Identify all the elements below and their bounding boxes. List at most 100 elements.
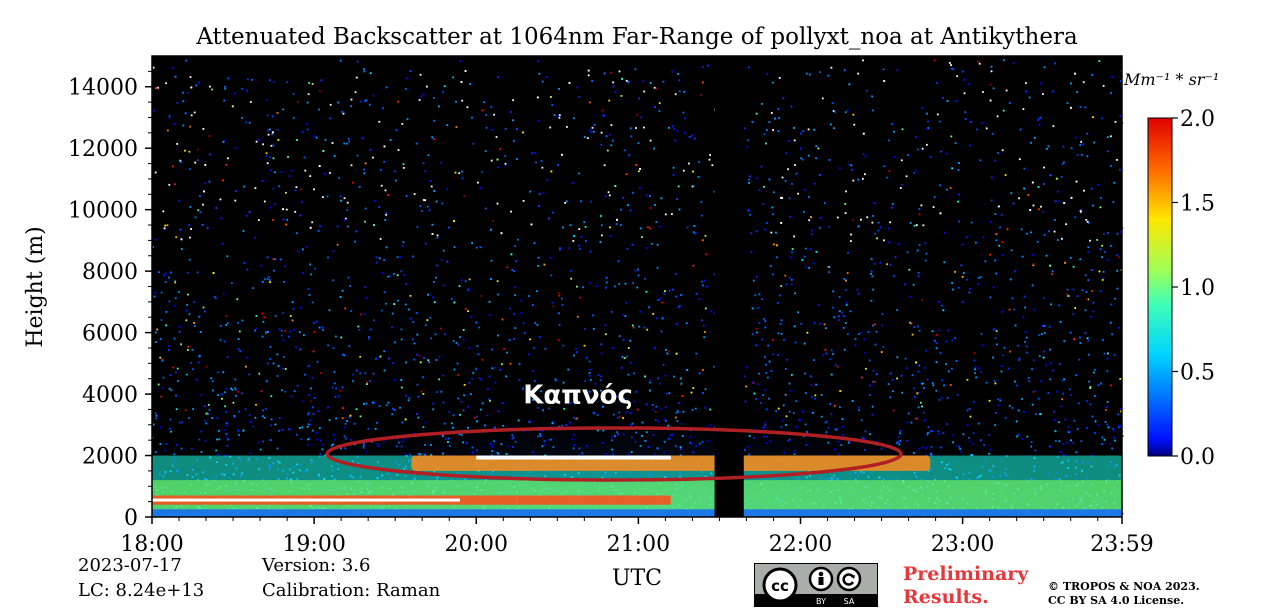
noise-dot bbox=[653, 86, 656, 89]
noise-dot bbox=[1004, 174, 1007, 176]
noise-dot bbox=[638, 325, 641, 328]
noise-dot bbox=[946, 397, 949, 399]
noise-dot bbox=[284, 265, 286, 267]
noise-dot bbox=[575, 418, 577, 420]
noise-dot bbox=[199, 331, 202, 333]
noise-dot bbox=[332, 250, 335, 253]
noise-dot bbox=[636, 286, 639, 289]
noise-dot bbox=[190, 86, 193, 89]
noise-dot bbox=[401, 123, 404, 125]
noise-dot bbox=[985, 381, 988, 384]
noise-dot bbox=[630, 436, 633, 439]
noise-dot bbox=[893, 130, 895, 133]
noise-dot bbox=[652, 313, 655, 315]
noise-dot bbox=[896, 377, 898, 380]
noise-dot bbox=[912, 283, 915, 286]
noise-dot bbox=[585, 445, 588, 447]
noise-dot bbox=[848, 440, 850, 443]
noise-dot bbox=[743, 127, 746, 130]
noise-dot bbox=[197, 159, 199, 162]
noise-dot bbox=[700, 94, 702, 96]
noise-dot bbox=[946, 423, 948, 425]
noise-dot bbox=[447, 226, 450, 229]
noise-dot bbox=[475, 246, 478, 249]
noise-dot bbox=[1036, 240, 1039, 243]
noise-dot bbox=[915, 224, 918, 226]
noise-dot bbox=[169, 418, 172, 421]
noise-dot bbox=[1014, 270, 1016, 273]
noise-dot bbox=[1021, 398, 1023, 400]
noise-dot bbox=[1050, 362, 1053, 365]
noise-dot bbox=[499, 369, 502, 371]
noise-dot bbox=[805, 392, 807, 394]
noise-dot bbox=[866, 89, 869, 92]
noise-dot bbox=[391, 362, 394, 364]
noise-dot bbox=[234, 199, 237, 202]
noise-dot bbox=[333, 434, 335, 436]
noise-dot bbox=[537, 435, 539, 438]
noise-dot bbox=[452, 427, 454, 429]
noise-dot bbox=[815, 250, 818, 253]
noise-dot bbox=[789, 389, 792, 392]
noise-dot bbox=[1062, 453, 1065, 456]
noise-dot bbox=[310, 387, 312, 390]
noise-dot bbox=[392, 272, 395, 275]
noise-dot bbox=[588, 390, 591, 393]
noise-dot bbox=[328, 419, 331, 421]
noise-dot bbox=[833, 110, 836, 113]
noise-dot bbox=[616, 218, 618, 221]
noise-dot bbox=[872, 215, 874, 217]
noise-dot bbox=[522, 322, 525, 324]
noise-dot bbox=[339, 195, 342, 197]
noise-dot bbox=[882, 68, 885, 71]
noise-dot bbox=[221, 393, 224, 396]
noise-dot bbox=[355, 408, 358, 411]
noise-dot bbox=[554, 378, 557, 380]
noise-dot bbox=[833, 405, 836, 407]
noise-dot bbox=[458, 285, 461, 287]
noise-dot bbox=[750, 251, 753, 253]
noise-dot bbox=[1008, 308, 1011, 311]
noise-dot bbox=[933, 339, 936, 342]
noise-dot bbox=[376, 443, 379, 445]
noise-dot bbox=[600, 375, 602, 378]
noise-dot bbox=[927, 432, 929, 434]
noise-dot bbox=[656, 317, 658, 320]
noise-dot bbox=[667, 349, 670, 352]
noise-dot bbox=[196, 148, 199, 151]
noise-dot bbox=[929, 451, 932, 454]
noise-dot bbox=[682, 111, 685, 114]
noise-dot bbox=[777, 130, 780, 132]
noise-dot bbox=[978, 367, 981, 370]
noise-dot bbox=[160, 426, 162, 429]
noise-dot bbox=[311, 376, 314, 379]
noise-dot bbox=[327, 406, 329, 409]
noise-dot bbox=[384, 219, 387, 221]
noise-dot bbox=[376, 422, 378, 424]
noise-dot bbox=[174, 75, 177, 78]
noise-dot bbox=[780, 426, 783, 428]
noise-dot bbox=[982, 91, 984, 93]
noise-dot bbox=[383, 291, 386, 294]
noise-dot bbox=[951, 339, 954, 342]
noise-dot bbox=[633, 372, 635, 375]
noise-dot bbox=[1023, 295, 1026, 298]
noise-dot bbox=[505, 164, 507, 167]
noise-dot bbox=[369, 149, 372, 151]
noise-dot bbox=[858, 333, 861, 335]
noise-dot bbox=[224, 391, 226, 394]
noise-dot bbox=[365, 402, 368, 405]
noise-dot bbox=[1025, 336, 1028, 339]
noise-dot bbox=[1084, 274, 1087, 277]
noise-dot bbox=[334, 438, 336, 441]
noise-dot bbox=[403, 437, 406, 440]
noise-dot bbox=[1049, 348, 1051, 351]
noise-dot bbox=[190, 361, 193, 364]
noise-dot bbox=[1110, 165, 1112, 167]
noise-dot bbox=[261, 280, 264, 283]
noise-dot bbox=[891, 122, 894, 125]
noise-dot bbox=[649, 195, 651, 197]
noise-dot bbox=[743, 375, 746, 378]
noise-dot bbox=[315, 432, 317, 434]
noise-dot bbox=[544, 454, 547, 457]
